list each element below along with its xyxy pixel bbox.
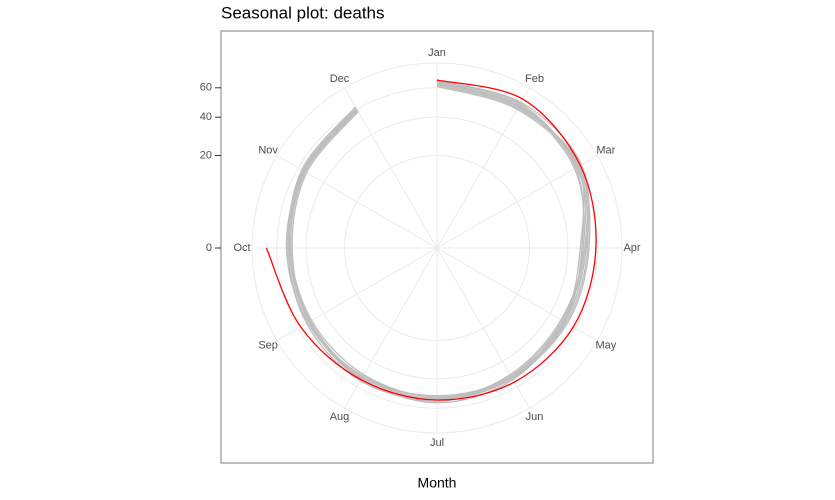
x-tick-label: Apr [623, 242, 640, 254]
series-line [287, 83, 585, 401]
x-tick-label: Mar [596, 144, 615, 156]
x-tick-label: Nov [258, 144, 278, 156]
grid-spoke [344, 247, 438, 409]
x-tick-label: Jul [430, 437, 444, 449]
chart-title: Seasonal plot: deaths [221, 3, 385, 22]
x-tick-label: Dec [330, 73, 350, 85]
y-tick-label: 20 [200, 149, 212, 161]
series-line [265, 79, 597, 401]
y-tick-label: 40 [200, 111, 212, 123]
x-tick-label: Sep [258, 339, 278, 351]
x-tick-label: May [595, 339, 616, 351]
y-tick-label: 60 [200, 82, 212, 94]
x-axis-label: Month [418, 475, 457, 491]
grid-spoke [276, 247, 438, 341]
x-tick-label: Jan [428, 47, 446, 59]
series-line [288, 80, 591, 397]
x-tick-label: Feb [525, 73, 544, 85]
grid-spoke [436, 247, 598, 341]
grid-spoke [436, 87, 530, 249]
x-tick-label: Jun [526, 411, 544, 423]
x-tick-label: Oct [233, 242, 250, 254]
x-tick-label: Aug [330, 411, 350, 423]
grid-spoke [436, 155, 598, 249]
y-tick-label: 0 [206, 242, 212, 254]
grid-spoke [344, 87, 438, 249]
